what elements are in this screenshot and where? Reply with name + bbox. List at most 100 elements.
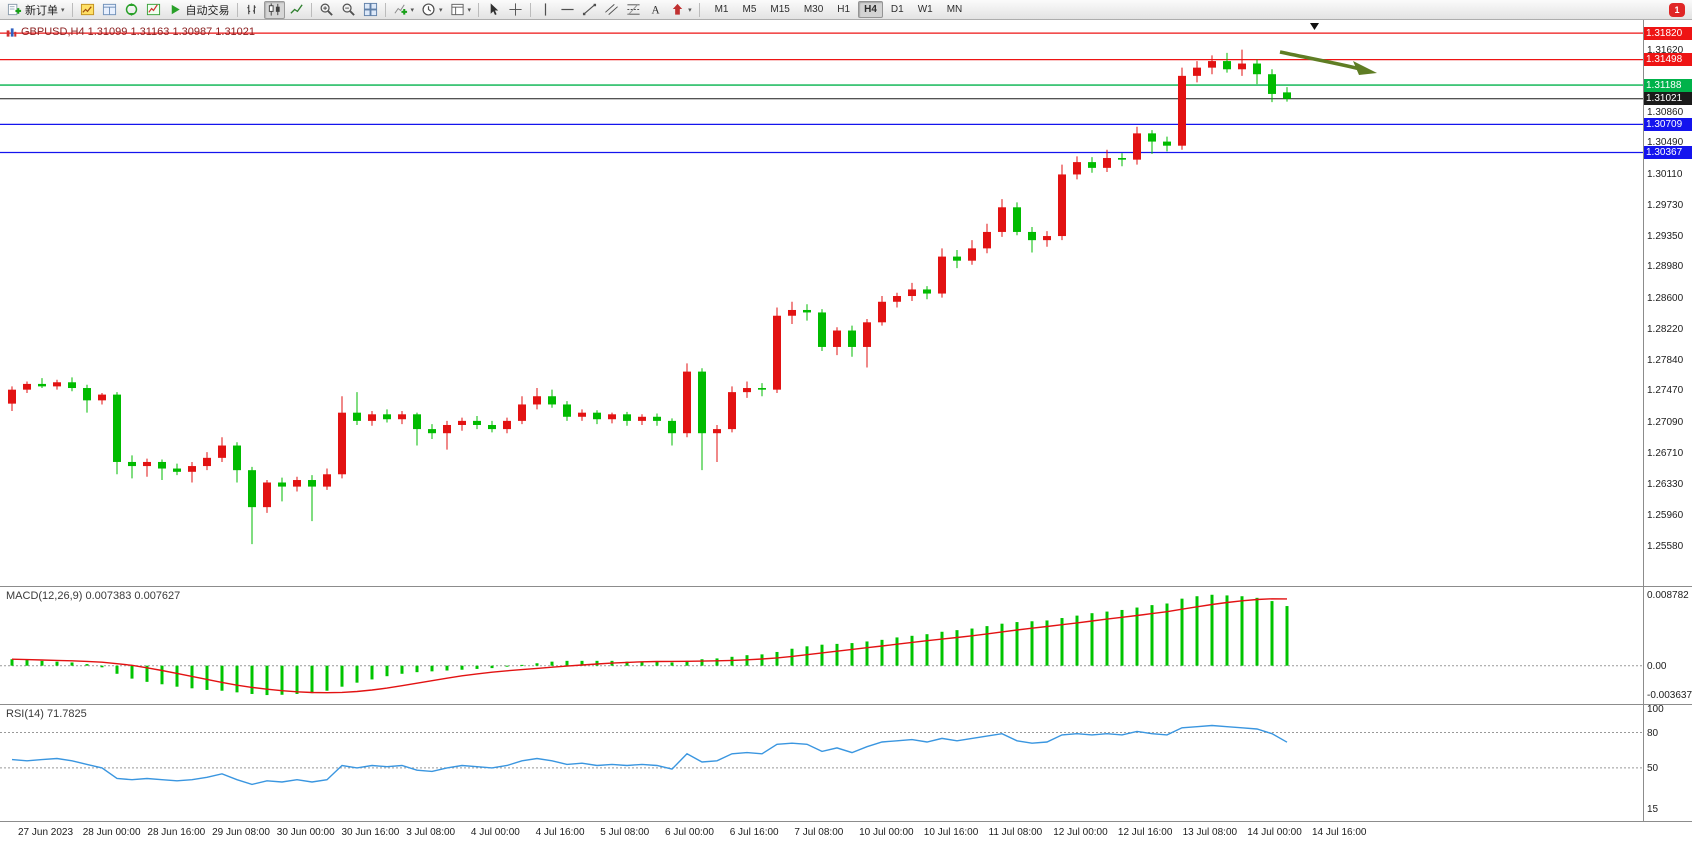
line-chart-mode-button[interactable] [286,1,307,19]
vertical-line-tool-button[interactable] [535,1,556,19]
insert-indicator-button[interactable]: ▾ [390,1,418,19]
macd-rsi-splitter[interactable] [0,704,1692,705]
terminal-button[interactable] [143,1,164,19]
templates-button[interactable]: ▾ [447,1,475,19]
time-axis-label: 3 Jul 08:00 [406,827,456,838]
templates-icon [450,2,465,17]
timeframe-m30-button[interactable]: M30 [803,4,824,15]
new-order-icon [7,2,22,17]
time-axis-label: 4 Jul 16:00 [535,827,585,838]
zoom-out-button[interactable] [338,1,359,19]
price-scale-label: 1.25580 [1647,540,1684,552]
time-axis-label: 28 Jun 16:00 [147,827,206,838]
rsi-canvas[interactable] [0,705,1643,821]
timeframe-m1-button[interactable]: M1 [714,4,729,15]
main-macd-splitter[interactable] [0,586,1692,587]
main-chart-canvas[interactable] [0,20,1643,586]
macd-signal-line [11,598,1288,694]
navigator-icon [124,2,139,17]
time-axis-label: 30 Jun 16:00 [341,827,400,838]
toolbar-separator [530,2,532,17]
autotrading-icon [168,2,183,17]
time-axis-label: 30 Jun 00:00 [276,827,335,838]
price-scale-label: 1.30860 [1647,107,1684,118]
fibonacci-tool-button[interactable] [623,1,644,19]
autotrading-button[interactable]: 自动交易 [165,1,233,19]
time-axis-label: 12 Jul 16:00 [1117,827,1173,838]
text-tool-button[interactable]: A [645,1,666,19]
cursor-icon [486,2,501,17]
price-scale-label: 1.28980 [1647,261,1684,273]
periods-button[interactable]: ▾ [418,1,446,19]
cursor-tool-button[interactable] [483,1,504,19]
bar-chart-mode-button[interactable] [242,1,263,19]
timeframe-group: M1 M5 M15 M30 H1 H4 D1 W1 MN [708,1,970,18]
macd-histogram [10,594,1289,696]
arrows-tool-button[interactable]: ▾ [667,1,695,19]
candlestick-chart-mode-button[interactable] [263,0,285,19]
dropdown-caret-icon: ▾ [688,6,692,14]
zoom-out-icon [341,2,356,17]
trendline-tool-button[interactable] [579,1,600,19]
trendline-icon [582,2,597,17]
symbol-icon [6,27,17,38]
time-axis[interactable]: 27 Jun 2023 28 Jun 00:00 28 Jun 16:00 29 Ju… [0,822,1692,847]
timeframe-h4-button[interactable]: H4 [858,1,883,18]
price-badge-resistance-line[interactable]: 1.31820 [1644,26,1692,40]
channel-icon [604,2,619,17]
line-chart-icon [289,2,304,17]
svg-text:A: A [652,5,661,17]
price-scale-label: 1.30490 [1647,137,1684,149]
indicators-icon [393,2,408,17]
toolbar-separator [384,2,386,17]
candles[interactable] [8,49,1291,545]
time-axis-label: 14 Jul 00:00 [1247,827,1302,838]
time-axis-label: 29 Jun 08:00 [212,827,270,838]
trend-arrow[interactable] [1279,50,1365,72]
tile-windows-icon [363,2,378,17]
price-scale-label: 1.31620 [1647,44,1684,56]
price-badge-support-line[interactable]: 1.31188 [1644,78,1692,92]
toolbar-separator [478,2,480,17]
time-axis-label: 10 Jul 00:00 [859,827,914,838]
new-order-button[interactable]: 新订单 ▾ [4,1,68,19]
timeframe-d1-button[interactable]: D1 [890,4,904,15]
price-badge-support-line[interactable]: 1.30367 [1644,146,1692,159]
price-badge-resistance-line[interactable]: 1.31498 [1644,53,1692,67]
price-scale-label: 1.26330 [1647,479,1684,491]
market-watch-button[interactable] [77,1,98,19]
rsi-timeaxis-splitter[interactable] [0,821,1692,822]
rsi-indicator-label: RSI(14) 71.7825 [6,708,87,720]
crosshair-tool-button[interactable] [505,1,526,19]
navigator-button[interactable] [121,1,142,19]
horizontal-line-tool-button[interactable] [557,1,578,19]
dropdown-caret-icon: ▾ [439,6,443,14]
timeframe-w1-button[interactable]: W1 [917,4,933,15]
macd-canvas[interactable] [0,587,1643,704]
trend-arrow-head [1353,61,1377,75]
autotrading-label: 自动交易 [185,4,230,17]
terminal-icon [146,2,161,17]
price-scale[interactable]: 1.31620 1.30860 1.30490 1.30110 1.29730 1.293… [1643,20,1692,821]
price-badge-current-price-line[interactable]: 1.31021 [1644,92,1692,106]
crosshair-icon [508,2,523,17]
price-scale-label: 1.26710 [1647,447,1684,459]
data-window-button[interactable] [99,1,120,19]
time-axis-label: 4 Jul 00:00 [470,827,520,838]
zoom-in-button[interactable] [316,1,337,19]
arrow-down-marker[interactable] [1310,23,1319,30]
dropdown-caret-icon: ▾ [467,6,472,14]
market-watch-icon [80,2,95,17]
hline-icon [560,2,575,17]
notification-badge[interactable]: 1 [1669,3,1685,17]
price-badge-support-line[interactable]: 1.30709 [1644,117,1692,131]
price-scale-label: 1.27840 [1647,355,1684,367]
price-scale-label: 1.28220 [1647,323,1684,335]
timeframe-m5-button[interactable]: M5 [742,4,757,15]
toolbar-separator [71,2,73,17]
channel-tool-button[interactable] [601,1,622,19]
timeframe-mn-button[interactable]: MN [946,4,963,15]
timeframe-m15-button[interactable]: M15 [770,4,790,15]
tile-windows-button[interactable] [360,1,381,19]
timeframe-h1-button[interactable]: H1 [837,4,851,15]
